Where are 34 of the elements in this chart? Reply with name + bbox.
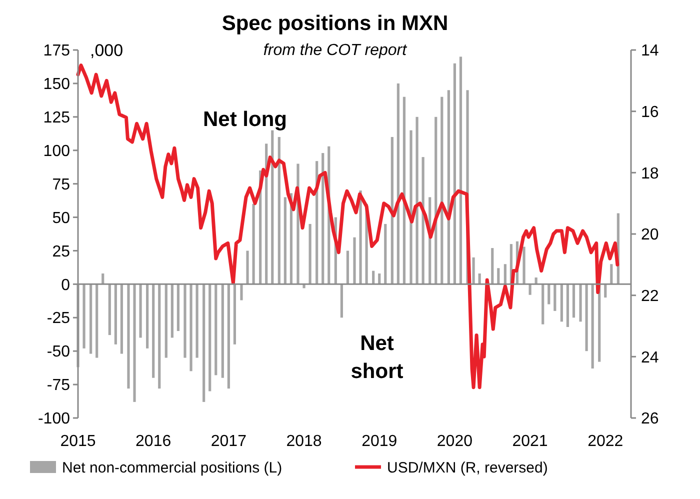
y2-tick-label: 20 (641, 226, 659, 244)
y2-tick-label: 14 (641, 42, 659, 60)
x-tick-label: 2021 (512, 433, 548, 450)
x-tick-label: 2020 (436, 433, 473, 450)
y-tick-label: 25 (52, 243, 70, 260)
y-tick-label: -25 (46, 310, 70, 328)
x-tick-label: 2017 (210, 433, 247, 450)
x-tick-label: 2018 (286, 433, 322, 450)
x-tick-label: 2016 (136, 433, 172, 450)
y2-tick-label: 18 (641, 165, 659, 182)
y2-tick-label: 24 (641, 349, 659, 366)
y-tick-label: -50 (46, 344, 70, 361)
y-tick-label: 50 (52, 210, 70, 227)
y-tick-label: 150 (43, 76, 70, 94)
y-tick-label: 125 (43, 110, 70, 127)
x-tick-label: 2019 (362, 433, 398, 450)
annotation: ,000 (90, 41, 124, 60)
y-tick-label: 175 (43, 42, 70, 60)
x-tick-label: 2022 (588, 433, 624, 450)
y-tick-label: -100 (38, 410, 70, 428)
y2-tick-label: 22 (641, 288, 659, 305)
annotation: Net short (350, 332, 404, 383)
y-tick-label: -75 (46, 377, 70, 394)
chart-subtitle: from the COT report (263, 42, 408, 59)
y2-tick-label: 16 (641, 104, 659, 121)
y-tick-label: 100 (43, 142, 70, 160)
chart-title: Spec positions in MXN (222, 12, 448, 35)
legend-label: Net non-commercial positions (L) (62, 459, 282, 476)
x-tick-label: 2015 (60, 433, 96, 450)
legend-label: USD/MXN (R, reversed) (387, 459, 548, 476)
y2-tick-label: 26 (641, 410, 659, 428)
y-tick-label: 0 (61, 276, 70, 294)
annotation: Net long (203, 108, 287, 131)
y-tick-label: 75 (52, 176, 70, 194)
